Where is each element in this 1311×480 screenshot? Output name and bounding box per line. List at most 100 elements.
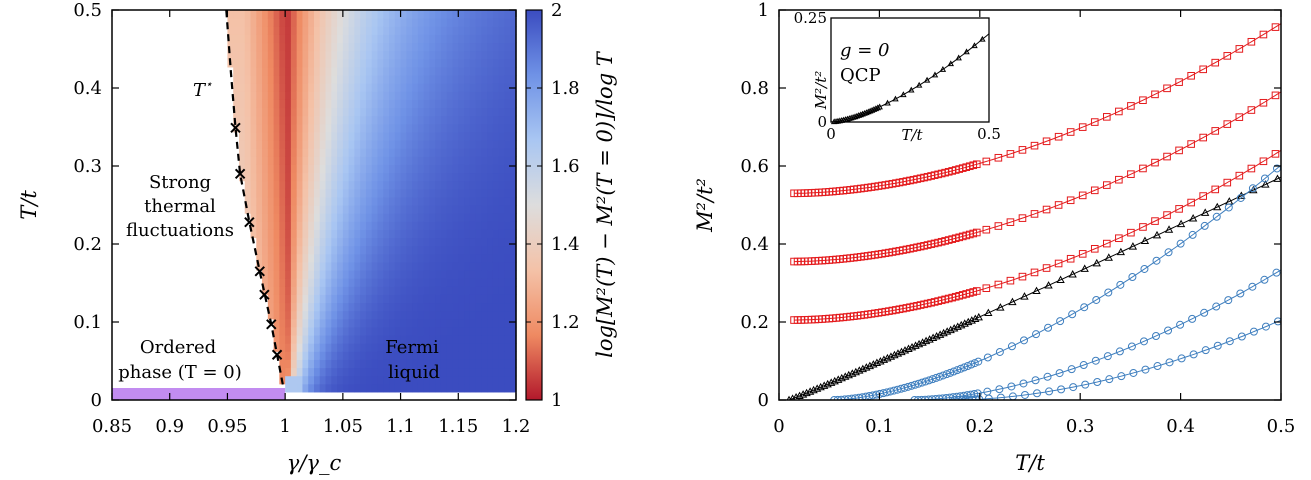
heatmap-cell (377, 50, 384, 60)
heatmap-cell (446, 140, 454, 149)
heatmap-cell (279, 318, 286, 328)
heatmap-cell (360, 367, 367, 377)
heatmap-cell (487, 221, 494, 230)
heatmap-cell (435, 310, 442, 320)
heatmap-cell (290, 310, 298, 320)
heatmap-cell (464, 156, 471, 165)
heatmap-cell (296, 58, 304, 68)
heatmap-cell (267, 172, 275, 182)
series-marker (1139, 223, 1147, 231)
heatmap-cell (371, 91, 379, 100)
heatmap-cell (423, 221, 431, 230)
heatmap-cell (464, 302, 471, 312)
heatmap-cell (365, 18, 373, 27)
heatmap-cell (342, 245, 350, 255)
heatmap-cell (383, 261, 390, 271)
heatmap-cell (308, 148, 315, 157)
heatmap-cell (262, 196, 269, 206)
heatmap-cell (319, 245, 327, 255)
heatmap-cell (487, 270, 494, 279)
heatmap-cell (319, 294, 327, 304)
heatmap-cell (389, 343, 396, 352)
heatmap-cell (348, 156, 355, 165)
heatmap-cell (290, 148, 298, 157)
heatmap-cell (435, 164, 442, 174)
heatmap-cell (227, 18, 234, 27)
heatmap-cell (487, 107, 494, 117)
heatmap-cell (377, 213, 384, 222)
heatmap-cell (383, 58, 390, 68)
heatmap-cell (383, 221, 390, 230)
heatmap-cell (348, 75, 355, 84)
heatmap-cell (487, 18, 494, 27)
heatmap-cell (498, 245, 506, 255)
heatmap-cell (412, 196, 419, 206)
heatmap-cell (481, 172, 488, 182)
heatmap-cell (348, 237, 355, 247)
heatmap-cell (285, 221, 292, 230)
heatmap-cell (492, 58, 500, 68)
heatmap-cell (400, 343, 407, 352)
heatmap-cell (302, 294, 309, 304)
heatmap-cell (285, 375, 292, 385)
heatmap-cell (360, 172, 367, 182)
series-qcp (786, 174, 1281, 400)
heatmap-cell (267, 123, 275, 133)
heatmap-cell (417, 343, 425, 352)
heatmap-cell (458, 351, 465, 360)
heatmap-cell (440, 261, 448, 271)
heatmap-cell (337, 140, 344, 149)
heatmap-cell (290, 278, 298, 287)
heatmap-cell (348, 343, 355, 352)
heatmap-cell (348, 383, 355, 393)
heatmap-cell (256, 164, 263, 174)
series-marker (1031, 376, 1040, 385)
heatmap-cell (342, 213, 350, 222)
heatmap-cell (302, 172, 309, 182)
heatmap-cell (400, 18, 407, 27)
heatmap-cell (423, 75, 431, 84)
inset-marker (855, 112, 863, 118)
series-marker (1259, 30, 1268, 39)
heatmap-cell (394, 343, 402, 352)
colorbar-tick-label: 1.6 (551, 156, 580, 177)
heatmap-cell (250, 131, 257, 141)
heatmap-cell (290, 270, 298, 279)
heatmap-cell (308, 26, 315, 35)
heatmap-cell (429, 196, 436, 206)
heatmap-cell (348, 245, 355, 255)
heatmap-cell (273, 10, 280, 19)
heatmap-cell (238, 99, 246, 109)
heatmap-cell (354, 245, 361, 255)
heatmap-cell (452, 18, 459, 27)
heatmap-cell (458, 164, 465, 174)
heatmap-cell (481, 180, 488, 190)
heatmap-cell (492, 343, 500, 352)
heatmap-cell (452, 91, 459, 100)
heatmap-cell (452, 221, 459, 230)
heatmap-cell (406, 343, 413, 352)
heatmap-cell (360, 188, 367, 198)
heatmap-cell (469, 302, 477, 312)
heatmap-cell (337, 66, 344, 76)
series-marker (1188, 314, 1197, 323)
heatmap-cell (406, 131, 413, 141)
heatmap-cell (446, 180, 454, 190)
heatmap-cell (325, 253, 332, 263)
heatmap-cell (446, 26, 454, 35)
heatmap-cell (469, 18, 477, 27)
heatmap-cell (452, 359, 459, 369)
heatmap-cell (383, 188, 390, 198)
ordered-label-2: phase (T = 0) (118, 362, 242, 383)
series-marker (830, 376, 839, 385)
heatmap-cell (354, 270, 361, 279)
heatmap-cell (423, 164, 431, 174)
heatmap-cell (412, 367, 419, 377)
heatmap-cell (400, 383, 407, 393)
heatmap-cell (348, 91, 355, 100)
heatmap-cell (469, 205, 477, 214)
heatmap-cell (331, 261, 338, 271)
heatmap-cell (412, 213, 419, 222)
heatmap-cell (389, 302, 396, 312)
